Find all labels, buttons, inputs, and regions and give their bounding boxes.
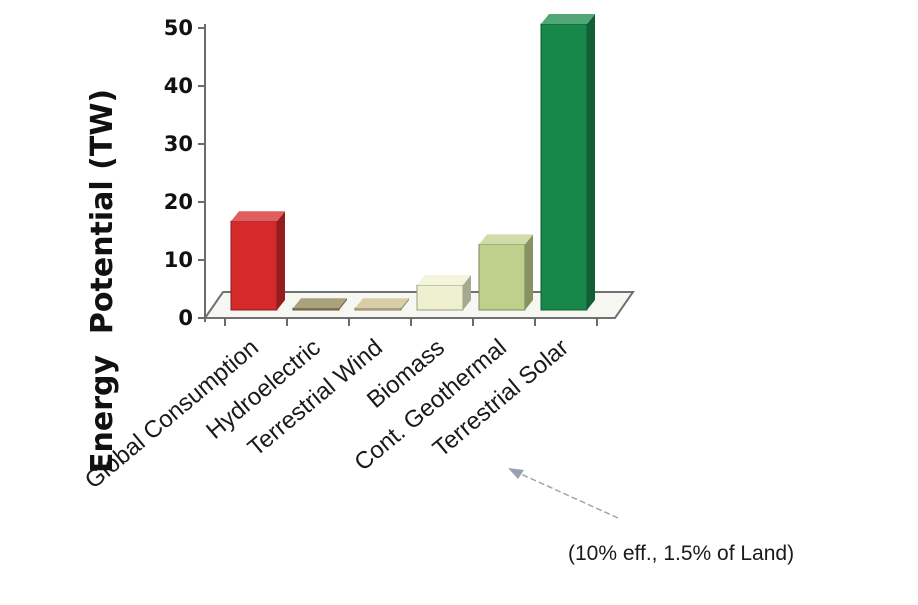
bar — [354, 298, 409, 311]
y-tick-label: 20 — [164, 190, 193, 214]
bar — [292, 298, 347, 311]
bar-front — [478, 243, 526, 311]
bar — [478, 234, 533, 311]
bar-top — [231, 211, 285, 222]
bar — [230, 211, 285, 311]
bar-front — [230, 220, 278, 311]
bar-front — [540, 23, 588, 311]
bar-side — [339, 298, 347, 310]
bar — [416, 275, 471, 311]
y-tick-label: 50 — [164, 16, 193, 40]
bar-top — [355, 298, 409, 309]
bar-front — [292, 307, 340, 311]
bar-top — [541, 14, 595, 24]
bar-side — [525, 234, 533, 310]
y-tick-label: 0 — [178, 306, 193, 330]
y-tick-label: 30 — [164, 132, 193, 156]
bar-side — [587, 14, 595, 310]
y-tick-label: 40 — [164, 74, 193, 98]
annotation-arrow — [508, 468, 619, 519]
y-axis-label: Energy Potential (TW) — [85, 89, 120, 473]
bars — [230, 14, 595, 311]
bar-side — [463, 275, 471, 310]
x-axis-labels: Global ConsumptionHydroelectricTerrestri… — [80, 334, 574, 494]
annotation-text: (10% eff., 1.5% of Land) — [568, 542, 794, 565]
bar-front — [416, 284, 464, 311]
bar-top — [479, 234, 533, 245]
bar-top — [417, 275, 471, 285]
y-tick-label: 10 — [164, 248, 193, 272]
y-axis: 0 10 20 30 40 50 — [164, 16, 598, 330]
bar-top — [293, 298, 347, 309]
bar-front — [354, 307, 402, 311]
bar — [540, 14, 595, 311]
bar-side — [401, 298, 409, 310]
bar-side — [277, 211, 285, 310]
